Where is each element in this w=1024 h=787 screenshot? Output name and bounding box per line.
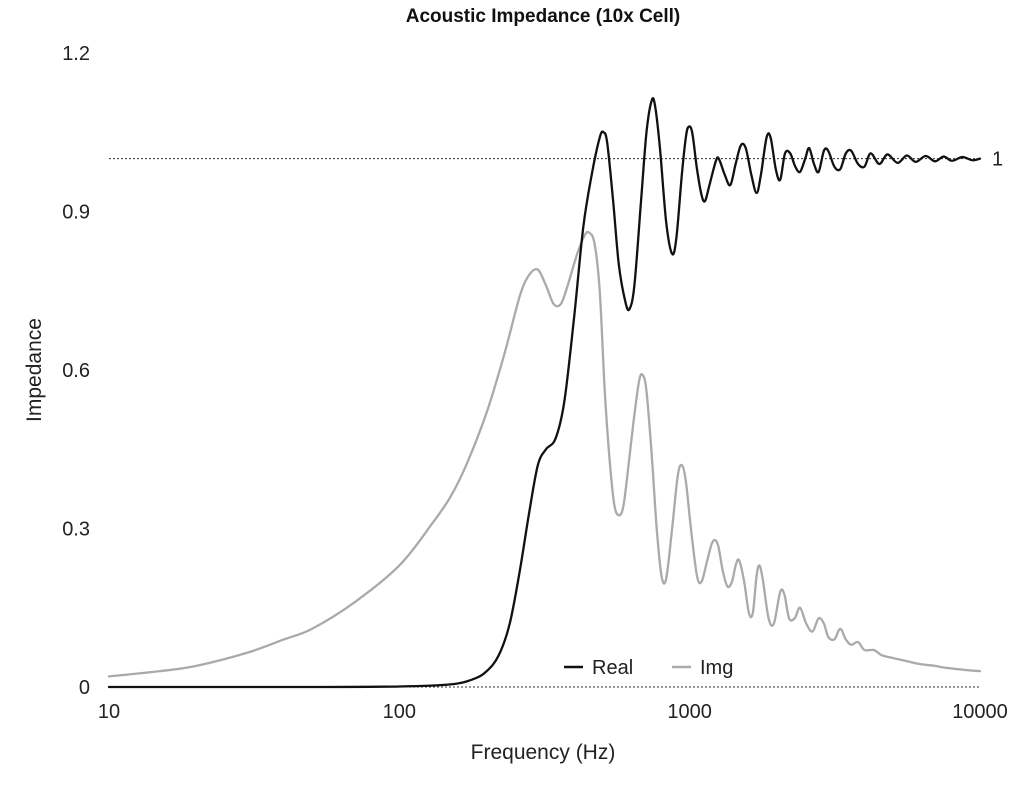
- legend-label-real: Real: [592, 657, 633, 679]
- x-tick-label: 10: [98, 701, 120, 723]
- y-tick-label: 0.3: [62, 519, 90, 541]
- y-tick-label: 0: [79, 677, 90, 699]
- x-tick-label: 10000: [952, 701, 1008, 723]
- legend-label-img: Img: [700, 657, 733, 679]
- x-tick-label: 1000: [667, 701, 712, 723]
- chart-title: Acoustic Impedance (10x Cell): [406, 6, 681, 27]
- y-axis-label: Impedance: [23, 318, 46, 422]
- series-layer: [107, 97, 982, 689]
- y-tick-label: 0.9: [62, 202, 90, 224]
- x-axis-ticks: 10 100 1000 10000: [98, 701, 1008, 723]
- x-axis-label: Frequency (Hz): [471, 741, 616, 764]
- x-tick-label: 100: [383, 701, 416, 723]
- series-line-real: [107, 97, 982, 689]
- legend: Real Img: [564, 657, 733, 679]
- y-axis-ticks: 0 0.3 0.6 0.9 1.2: [62, 43, 90, 699]
- y-tick-label: 0.6: [62, 360, 90, 382]
- y-tick-label: 1.2: [62, 43, 90, 65]
- reference-lines: 1: [109, 149, 1003, 688]
- series-line-img: [107, 230, 982, 678]
- reference-line-label: 1: [992, 149, 1003, 171]
